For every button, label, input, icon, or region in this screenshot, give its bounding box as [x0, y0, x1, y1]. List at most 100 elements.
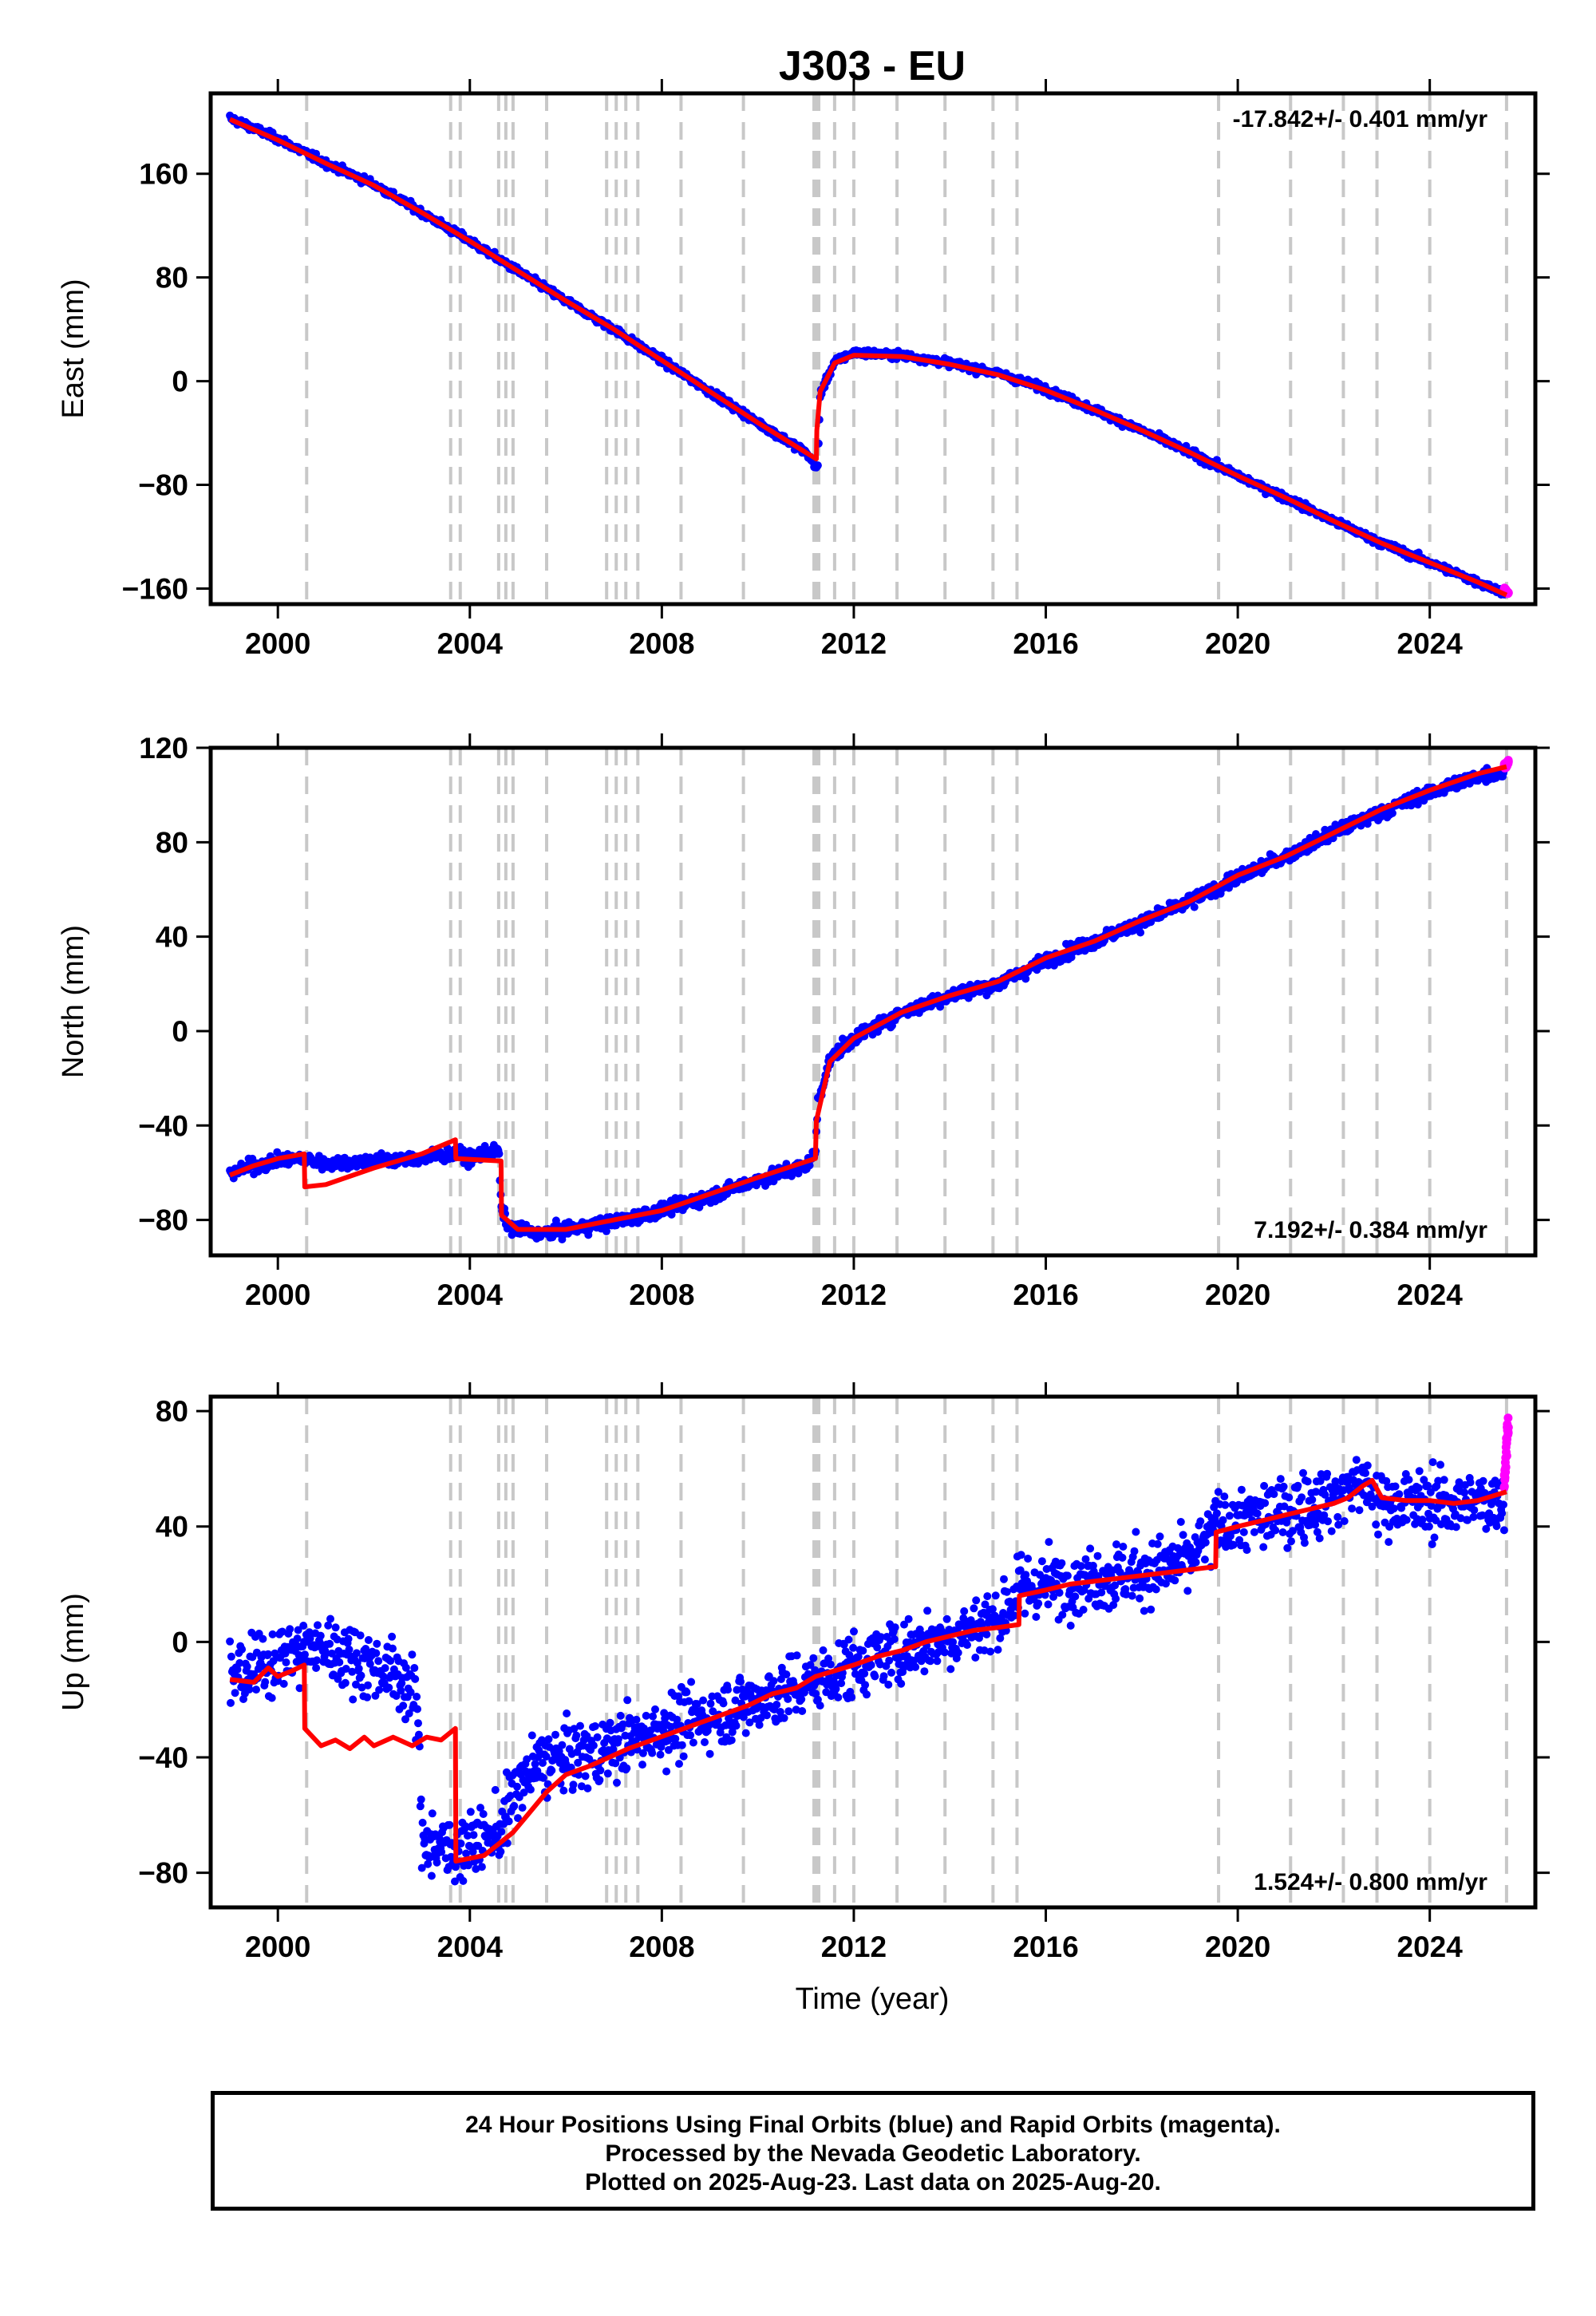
- final-orbit-point: [986, 1647, 995, 1656]
- model-fit-line: [228, 117, 1508, 598]
- final-orbit-point: [417, 1863, 426, 1872]
- final-orbit-point: [622, 1764, 631, 1773]
- final-orbit-point: [1063, 1571, 1072, 1580]
- x-tick-label: 2000: [245, 627, 310, 660]
- final-orbit-point: [316, 1631, 325, 1640]
- final-orbit-point: [1130, 1547, 1139, 1555]
- final-orbit-point: [459, 1876, 468, 1885]
- final-orbit-point: [769, 1677, 778, 1686]
- final-orbit-point: [401, 1663, 410, 1672]
- final-orbit-point: [349, 1695, 358, 1704]
- final-orbit-point: [1171, 1576, 1179, 1585]
- final-orbit-point: [651, 1705, 659, 1713]
- final-orbit-point: [1239, 1528, 1248, 1536]
- final-orbit-point: [1153, 1539, 1162, 1548]
- final-orbit-point: [813, 461, 822, 470]
- final-orbit-point: [279, 1679, 288, 1688]
- final-orbit-point: [834, 1693, 843, 1701]
- final-orbit-point: [427, 1871, 436, 1880]
- final-orbit-point: [335, 1658, 344, 1666]
- final-orbit-point: [238, 1645, 247, 1654]
- final-orbit-point: [413, 1693, 421, 1701]
- final-orbit-point: [1162, 1579, 1170, 1588]
- final-orbit-point: [884, 1680, 893, 1689]
- final-orbit-point: [920, 1667, 929, 1676]
- final-orbit-point: [572, 1731, 581, 1740]
- final-orbit-point: [1226, 1531, 1235, 1540]
- x-tick-label: 2016: [1013, 1279, 1078, 1311]
- final-orbit-point: [331, 1623, 340, 1632]
- final-orbit-point: [1109, 1601, 1118, 1609]
- final-orbit-point: [1136, 928, 1145, 937]
- final-orbit-point: [392, 1692, 401, 1700]
- final-orbit-point: [322, 1649, 330, 1658]
- final-orbit-point: [1116, 1568, 1124, 1577]
- final-orbit-point: [757, 1713, 765, 1722]
- final-orbit-point: [1237, 1485, 1246, 1494]
- final-orbit-point: [563, 1709, 571, 1717]
- final-orbit-point: [301, 1650, 309, 1659]
- final-orbit-point: [358, 1683, 366, 1692]
- final-orbit-point: [1132, 1528, 1140, 1536]
- final-orbit-point: [472, 1864, 480, 1873]
- final-orbit-point: [875, 1660, 884, 1669]
- final-orbit-point: [642, 1711, 650, 1720]
- final-orbit-point: [433, 1858, 441, 1867]
- final-orbit-point: [466, 1808, 475, 1816]
- final-orbit-point: [603, 1769, 612, 1778]
- final-orbit-point: [1112, 1540, 1120, 1549]
- final-orbit-point: [1152, 1585, 1160, 1594]
- final-orbit-point: [1200, 1555, 1209, 1564]
- final-orbit-point: [542, 1753, 551, 1761]
- y-axis-label: East (mm): [57, 279, 90, 418]
- final-orbit-point: [282, 1658, 290, 1666]
- final-orbit-point: [273, 1148, 282, 1156]
- final-orbit-point: [847, 1693, 856, 1701]
- final-orbit-point: [859, 1646, 867, 1655]
- final-orbit-point: [1000, 1575, 1008, 1583]
- final-orbit-point: [1212, 1509, 1221, 1518]
- final-orbit-point: [863, 1690, 871, 1699]
- final-orbit-point: [812, 1690, 820, 1698]
- final-orbit-point: [595, 1776, 604, 1784]
- final-orbit-point: [379, 1672, 388, 1681]
- final-orbit-point: [861, 1681, 870, 1690]
- final-orbit-point: [227, 1652, 235, 1661]
- final-orbit-point: [451, 1877, 459, 1886]
- final-orbit-point: [352, 1649, 361, 1658]
- final-orbit-point: [745, 1718, 754, 1727]
- final-orbit-point: [344, 1634, 353, 1643]
- final-orbit-point: [1086, 1544, 1095, 1553]
- final-orbit-point: [445, 1820, 454, 1829]
- final-orbit-point: [780, 1713, 788, 1722]
- final-orbit-point: [638, 1749, 647, 1757]
- x-tick-label: 2012: [821, 627, 887, 660]
- final-orbit-point: [519, 1788, 528, 1797]
- final-orbit-point: [826, 1660, 835, 1669]
- final-orbit-point: [1058, 1611, 1067, 1619]
- final-orbit-point: [314, 1621, 322, 1630]
- final-orbit-point: [538, 1736, 546, 1745]
- final-orbit-point: [960, 1607, 969, 1615]
- final-orbit-point: [1147, 1605, 1156, 1614]
- final-orbit-point: [464, 1832, 472, 1840]
- final-orbit-point: [523, 1755, 531, 1764]
- final-orbit-point: [1220, 1492, 1229, 1501]
- final-orbit-point: [954, 1648, 962, 1657]
- final-orbit-point: [792, 1651, 801, 1660]
- final-orbit-point: [1242, 1546, 1251, 1555]
- final-orbit-point: [424, 1860, 433, 1868]
- final-orbit-point: [462, 1849, 471, 1858]
- y-tick-label: −40: [138, 1109, 188, 1142]
- final-orbit-point: [618, 1720, 627, 1729]
- final-orbit-point: [514, 1814, 522, 1823]
- final-orbit-point: [867, 1661, 875, 1670]
- final-orbit-point: [227, 1698, 235, 1707]
- final-orbit-point: [259, 1634, 267, 1643]
- final-orbit-point: [468, 1848, 477, 1856]
- final-orbit-point: [782, 1670, 791, 1679]
- final-orbit-point: [364, 1681, 372, 1690]
- x-tick-label: 2004: [437, 1279, 504, 1311]
- final-orbit-point: [278, 1627, 286, 1636]
- x-tick-label: 2016: [1013, 627, 1078, 660]
